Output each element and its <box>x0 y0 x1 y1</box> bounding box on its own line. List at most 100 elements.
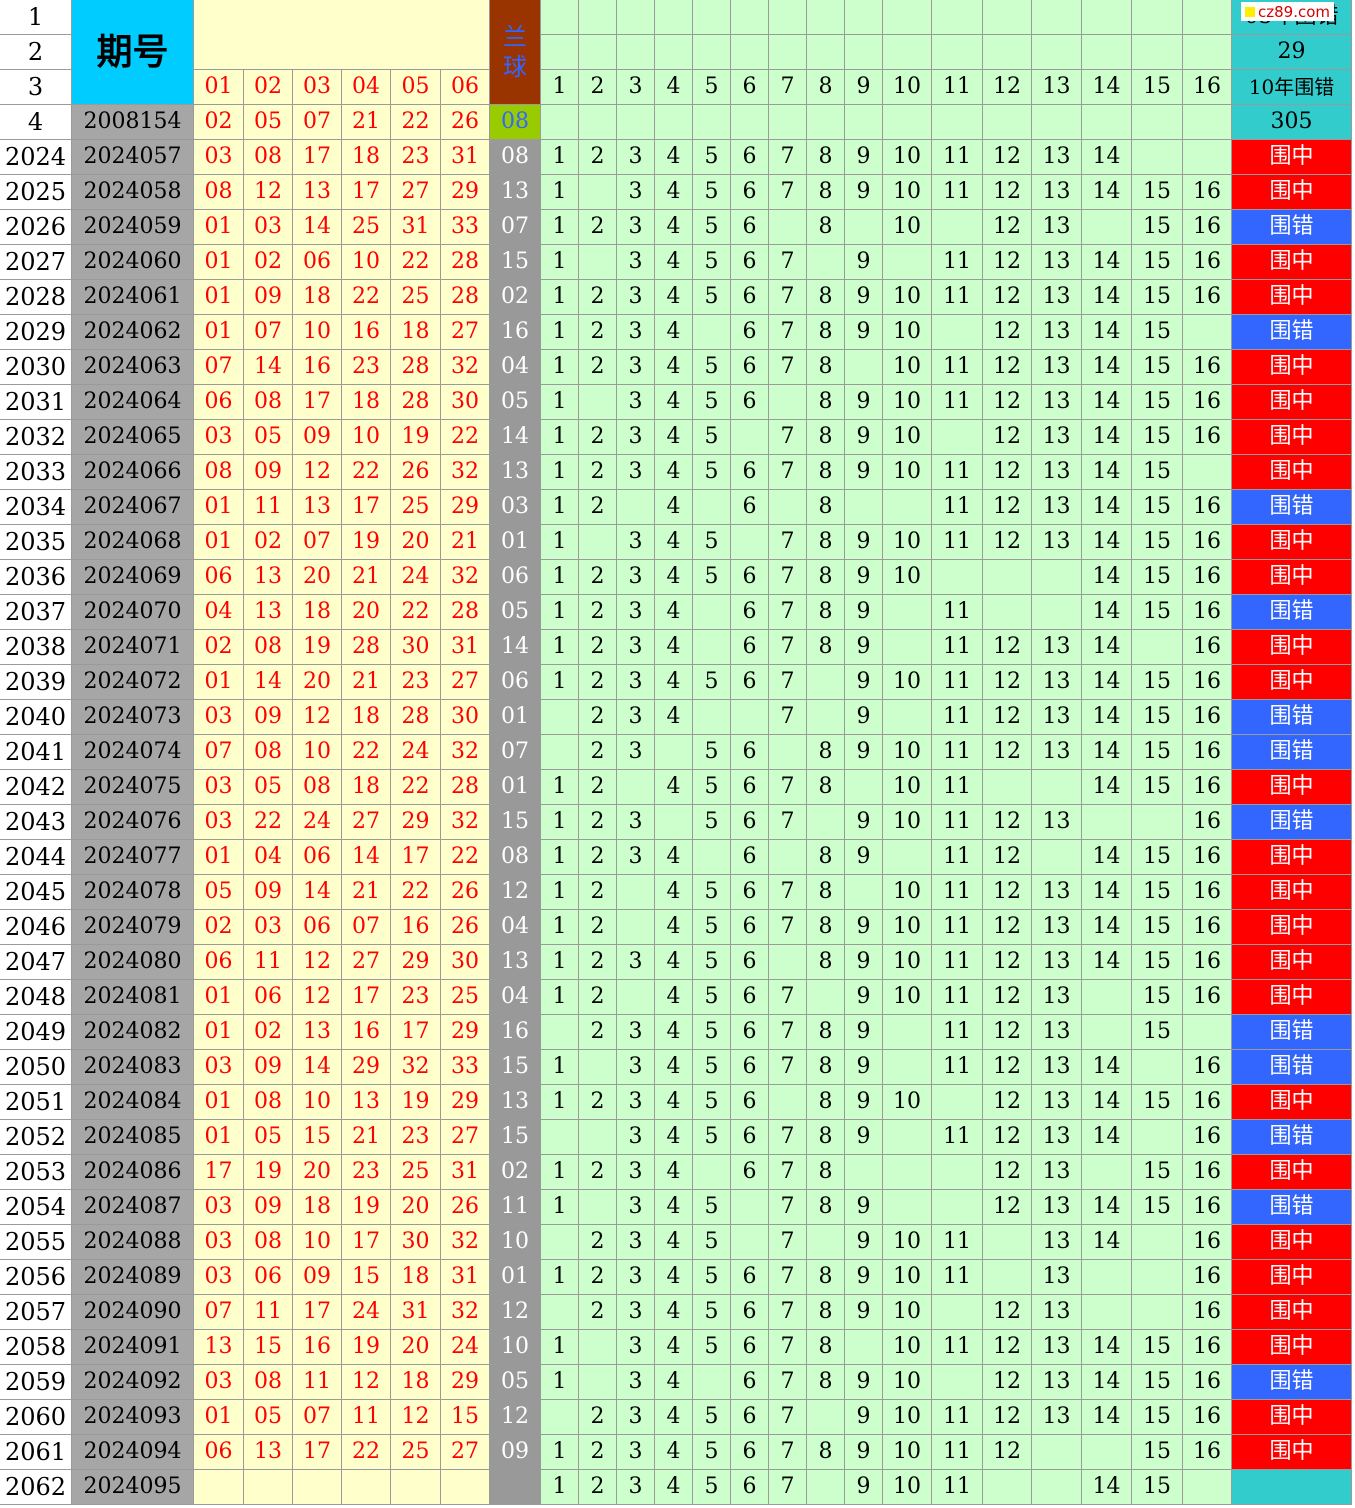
pos-cell[interactable]: 4 <box>655 1015 693 1050</box>
pos-cell[interactable]: 6 <box>731 560 769 595</box>
pos-cell[interactable] <box>883 1050 932 1085</box>
pos-cell[interactable]: 7 <box>769 595 807 630</box>
pos-col-header-blank[interactable] <box>1183 0 1232 35</box>
red-ball-cell[interactable]: 07 <box>194 1295 244 1330</box>
period-cell[interactable]: 2024060 <box>72 245 194 280</box>
pos-col-header-blank[interactable] <box>932 0 983 35</box>
pos-col-header-blank[interactable] <box>769 35 807 70</box>
pos-cell[interactable]: 1 <box>541 175 579 210</box>
reference-red-ball[interactable]: 26 <box>441 105 490 140</box>
red-ball-cell[interactable]: 03 <box>194 770 244 805</box>
pos-cell[interactable]: 10 <box>883 315 932 350</box>
pos-cell[interactable] <box>932 1085 983 1120</box>
row-number[interactable]: 2025 <box>0 175 72 210</box>
pos-cell[interactable]: 2 <box>579 315 617 350</box>
pos-cell[interactable]: 6 <box>731 980 769 1015</box>
reference-pos-cell[interactable] <box>541 105 579 140</box>
pos-cell[interactable]: 9 <box>845 595 883 630</box>
pos-cell[interactable]: 8 <box>807 1435 845 1470</box>
pos-cell[interactable]: 7 <box>769 1295 807 1330</box>
pos-cell[interactable]: 2 <box>579 980 617 1015</box>
red-ball-cell[interactable]: 25 <box>342 210 391 245</box>
pos-cell[interactable]: 15 <box>1132 840 1183 875</box>
red-ball-cell[interactable]: 31 <box>391 210 441 245</box>
pos-cell[interactable]: 5 <box>693 525 731 560</box>
pos-cell[interactable]: 5 <box>693 1435 731 1470</box>
pos-cell[interactable]: 9 <box>845 1015 883 1050</box>
pos-cell[interactable]: 10 <box>883 945 932 980</box>
period-cell[interactable]: 2024078 <box>72 875 194 910</box>
red-ball-cell[interactable]: 24 <box>342 1295 391 1330</box>
pos-cell[interactable]: 13 <box>1032 315 1082 350</box>
pos-cell[interactable]: 2 <box>579 1470 617 1505</box>
pos-cell[interactable]: 7 <box>769 140 807 175</box>
pos-cell[interactable]: 10 <box>883 350 932 385</box>
status-cell[interactable]: 围中 <box>1232 245 1352 280</box>
red-ball-cell[interactable]: 22 <box>244 805 293 840</box>
red-ball-cell[interactable]: 22 <box>342 1435 391 1470</box>
blue-ball-cell[interactable]: 01 <box>490 770 541 805</box>
pos-col-header-blank[interactable] <box>983 0 1032 35</box>
red-ball-cell[interactable]: 09 <box>244 455 293 490</box>
pos-cell[interactable]: 14 <box>1082 595 1132 630</box>
red-ball-cell[interactable]: 30 <box>391 630 441 665</box>
pos-cell[interactable] <box>579 1050 617 1085</box>
pos-cell[interactable] <box>1082 1295 1132 1330</box>
pos-cell[interactable]: 4 <box>655 770 693 805</box>
pos-cell[interactable]: 8 <box>807 945 845 980</box>
red-ball-cell[interactable]: 18 <box>342 700 391 735</box>
pos-cell[interactable] <box>807 665 845 700</box>
pos-cell[interactable]: 7 <box>769 1330 807 1365</box>
reference-pos-cell[interactable] <box>1132 105 1183 140</box>
pos-cell[interactable]: 11 <box>932 455 983 490</box>
pos-cell[interactable]: 4 <box>655 210 693 245</box>
pos-cell[interactable]: 3 <box>617 1260 655 1295</box>
pos-cell[interactable]: 16 <box>1183 700 1232 735</box>
reference-blue-ball[interactable]: 08 <box>490 105 541 140</box>
pos-cell[interactable]: 3 <box>617 140 655 175</box>
row-number[interactable]: 2045 <box>0 875 72 910</box>
pos-cell[interactable]: 13 <box>1032 700 1082 735</box>
blue-ball-cell[interactable]: 14 <box>490 420 541 455</box>
pos-cell[interactable]: 9 <box>845 245 883 280</box>
pos-cell[interactable]: 2 <box>579 350 617 385</box>
red-ball-cell[interactable]: 30 <box>441 700 490 735</box>
pos-cell[interactable]: 16 <box>1183 770 1232 805</box>
pos-cell[interactable]: 5 <box>693 245 731 280</box>
pos-cell[interactable] <box>983 595 1032 630</box>
pos-cell[interactable] <box>1082 1015 1132 1050</box>
red-ball-cell[interactable]: 12 <box>293 980 342 1015</box>
pos-cell[interactable]: 2 <box>579 875 617 910</box>
pos-cell[interactable]: 16 <box>1183 1330 1232 1365</box>
pos-cell[interactable] <box>1132 1260 1183 1295</box>
red-ball-cell[interactable]: 01 <box>194 245 244 280</box>
pos-cell[interactable]: 14 <box>1082 700 1132 735</box>
pos-cell[interactable]: 5 <box>693 350 731 385</box>
pos-cell[interactable]: 11 <box>932 910 983 945</box>
pos-cell[interactable]: 2 <box>579 1260 617 1295</box>
pos-cell[interactable] <box>845 875 883 910</box>
pos-cell[interactable]: 3 <box>617 350 655 385</box>
pos-cell[interactable]: 10 <box>883 980 932 1015</box>
pos-cell[interactable]: 16 <box>1183 560 1232 595</box>
pos-cell[interactable]: 6 <box>731 1365 769 1400</box>
pos-cell[interactable]: 13 <box>1032 420 1082 455</box>
red-ball-cell[interactable]: 33 <box>441 210 490 245</box>
red-ball-cell[interactable]: 30 <box>441 385 490 420</box>
red-ball-cell[interactable]: 31 <box>441 140 490 175</box>
red-ball-cell[interactable]: 25 <box>441 980 490 1015</box>
pos-cell[interactable] <box>983 560 1032 595</box>
row-number[interactable]: 2031 <box>0 385 72 420</box>
period-cell[interactable]: 2024083 <box>72 1050 194 1085</box>
pos-col-header[interactable]: 16 <box>1183 70 1232 105</box>
red-ball-cell[interactable]: 17 <box>391 840 441 875</box>
red-ball-cell[interactable]: 02 <box>244 1015 293 1050</box>
pos-cell[interactable]: 5 <box>693 1085 731 1120</box>
pos-cell[interactable] <box>1183 315 1232 350</box>
pos-cell[interactable]: 2 <box>579 140 617 175</box>
pos-cell[interactable]: 12 <box>983 385 1032 420</box>
pos-cell[interactable]: 13 <box>1032 280 1082 315</box>
pos-cell[interactable]: 13 <box>1032 210 1082 245</box>
pos-cell[interactable]: 4 <box>655 1190 693 1225</box>
pos-cell[interactable]: 13 <box>1032 350 1082 385</box>
